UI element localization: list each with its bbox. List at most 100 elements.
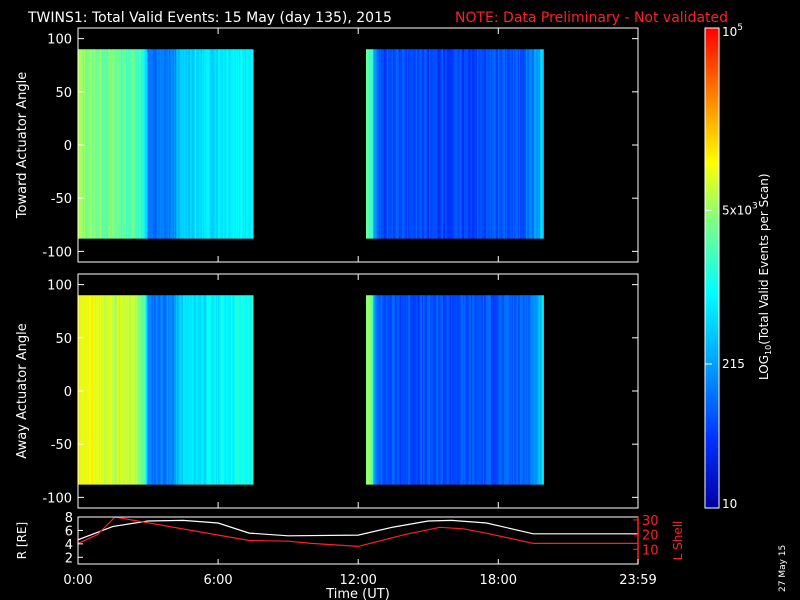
away-heat-cell bbox=[517, 295, 520, 485]
radius-axis-label: R [RE] bbox=[15, 522, 29, 559]
away-heat-cell bbox=[419, 295, 422, 485]
away-heat-cell bbox=[170, 295, 172, 485]
away-heat-cell bbox=[242, 295, 245, 485]
away-heat-cell bbox=[236, 295, 239, 485]
toward-angle-panel: 100 50 0 -50 -100 Toward Actuator Angle bbox=[15, 27, 639, 263]
away-heat-cell bbox=[379, 295, 382, 485]
toward-heat-cell bbox=[148, 49, 150, 239]
away-ytick-label: 100 bbox=[47, 279, 72, 294]
toward-heat-cell bbox=[464, 49, 466, 239]
away-heat-cell bbox=[412, 295, 415, 485]
toward-heat-cell bbox=[146, 49, 149, 239]
away-heat-cell bbox=[429, 295, 431, 485]
away-heat-cell bbox=[508, 295, 510, 485]
away-heat-cell bbox=[155, 295, 157, 485]
toward-ylabel: Toward Actuator Angle bbox=[15, 72, 30, 219]
toward-heat-cell bbox=[86, 49, 88, 239]
away-heat-cell bbox=[107, 295, 109, 485]
away-heat-cell bbox=[478, 295, 480, 485]
away-heat-cell bbox=[146, 295, 149, 485]
toward-heat-cell bbox=[534, 49, 536, 239]
away-heat-cell bbox=[440, 295, 443, 485]
toward-heat-cell bbox=[188, 49, 191, 239]
away-heat-cell bbox=[402, 295, 404, 485]
toward-heat-cell bbox=[411, 49, 414, 239]
away-ytick-label: -50 bbox=[51, 438, 72, 453]
toward-heat-cell bbox=[501, 49, 503, 239]
away-heat-cell bbox=[369, 295, 372, 485]
toward-heat-cell bbox=[437, 49, 439, 239]
away-heat-cell bbox=[406, 295, 409, 485]
toward-heat-cell bbox=[214, 49, 217, 239]
away-heat-cell bbox=[199, 295, 201, 485]
toward-heat-cell bbox=[403, 49, 405, 239]
toward-heat-cell bbox=[121, 49, 123, 239]
away-heat-cell bbox=[158, 295, 161, 485]
away-heat-cell bbox=[167, 295, 170, 485]
toward-heat-cell bbox=[430, 49, 432, 239]
toward-heat-cell bbox=[123, 49, 126, 239]
toward-heat-cell bbox=[186, 49, 189, 239]
toward-heat-cell bbox=[520, 49, 522, 239]
toward-heat-cell bbox=[115, 49, 117, 239]
away-heat-cell bbox=[474, 295, 477, 485]
toward-heat-cell bbox=[439, 49, 442, 239]
toward-heat-cell bbox=[114, 49, 116, 239]
away-heat-cell bbox=[536, 295, 538, 485]
toward-heat-cell bbox=[228, 49, 231, 239]
toward-heat-cell bbox=[239, 49, 241, 239]
toward-heat-cell bbox=[514, 49, 516, 239]
away-heat-cell bbox=[482, 295, 485, 485]
away-heat-cell bbox=[476, 295, 479, 485]
time-tick-label: 12:00 bbox=[339, 573, 376, 588]
toward-heat-cell bbox=[125, 49, 128, 239]
toward-heat-cell bbox=[507, 49, 509, 239]
toward-heat-cell bbox=[167, 49, 170, 239]
toward-heat-cell bbox=[157, 49, 159, 239]
away-heat-cell bbox=[502, 295, 505, 485]
away-heat-cell bbox=[214, 295, 217, 485]
away-data-block-2 bbox=[365, 295, 544, 485]
toward-heat-cell bbox=[183, 49, 185, 239]
away-heat-cell bbox=[200, 295, 203, 485]
away-heat-cell bbox=[145, 295, 148, 485]
toward-heat-cell bbox=[460, 49, 463, 239]
away-heat-cell bbox=[190, 295, 192, 485]
lshell-axis-label: L Shell bbox=[671, 521, 685, 561]
away-heat-cell bbox=[404, 295, 407, 485]
preliminary-note: NOTE: Data Preliminary - Not validated bbox=[455, 10, 728, 26]
away-heat-cell bbox=[85, 295, 87, 485]
toward-heat-cell bbox=[248, 49, 251, 239]
away-heat-cell bbox=[416, 295, 418, 485]
away-heat-cell bbox=[142, 295, 144, 485]
toward-heat-cell bbox=[438, 49, 440, 239]
toward-heat-cell bbox=[116, 49, 119, 239]
toward-heat-cell bbox=[422, 49, 424, 239]
away-heat-cell bbox=[461, 295, 464, 485]
toward-heat-cell bbox=[139, 49, 142, 239]
away-heat-cell bbox=[110, 295, 113, 485]
toward-heat-cell bbox=[97, 49, 100, 239]
toward-heat-cell bbox=[504, 49, 507, 239]
away-heat-cell bbox=[174, 295, 177, 485]
away-heat-cell bbox=[365, 295, 368, 485]
away-ytick-label: -100 bbox=[42, 491, 72, 506]
away-heat-cell bbox=[88, 295, 91, 485]
away-heat-cell bbox=[156, 295, 158, 485]
toward-heat-cell bbox=[510, 49, 513, 239]
away-heat-cell bbox=[450, 295, 452, 485]
toward-heat-cell bbox=[444, 49, 446, 239]
toward-heat-cell bbox=[137, 49, 140, 239]
toward-heat-cell bbox=[385, 49, 388, 239]
toward-heat-cell bbox=[149, 49, 151, 239]
toward-heat-cell bbox=[221, 49, 224, 239]
away-heat-cell bbox=[431, 295, 433, 485]
toward-heat-cell bbox=[379, 49, 382, 239]
toward-heat-cell bbox=[480, 49, 482, 239]
away-heat-cell bbox=[479, 295, 481, 485]
away-heat-cell bbox=[139, 295, 142, 485]
away-heat-cell bbox=[230, 295, 233, 485]
toward-heat-cell bbox=[398, 49, 401, 239]
